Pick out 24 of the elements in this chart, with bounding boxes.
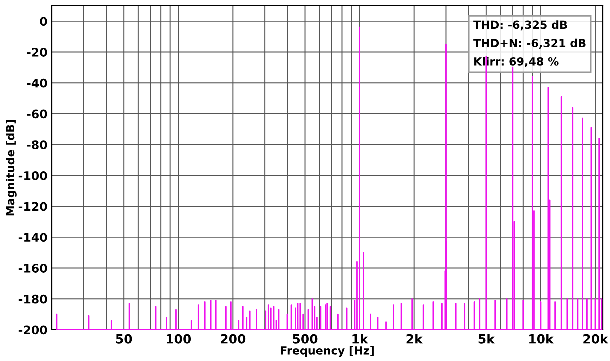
y-tick-label: -200	[18, 326, 48, 335]
y-tick-label: -180	[18, 294, 48, 304]
y-tick-label: -40	[27, 78, 48, 88]
x-tick-label: 20k	[584, 334, 609, 344]
y-tick-label: -80	[27, 140, 48, 150]
y-tick-label: -60	[27, 110, 48, 119]
y-tick-label: 0	[40, 17, 48, 26]
x-tick-label: 100	[166, 334, 192, 344]
x-tick-label: 10k	[530, 334, 554, 344]
y-tick-label: -120	[18, 202, 48, 212]
y-tick-label: -140	[18, 233, 48, 242]
x-tick-label: 50	[116, 334, 132, 344]
y-axis-title: Magnitude [dB]	[6, 120, 17, 216]
x-tick-label: 5k	[478, 334, 496, 344]
x-axis-title: Frequency [Hz]	[281, 346, 374, 358]
y-tick-label: -20	[27, 48, 48, 57]
annotation: THD: -6,325 dB	[474, 20, 568, 31]
x-tick-label: 2k	[406, 334, 424, 344]
x-tick-label: 200	[221, 334, 246, 344]
y-tick-label: -100	[18, 171, 48, 180]
y-tick-label: -160	[18, 264, 48, 273]
annotation: THD+N: -6,321 dB	[474, 38, 586, 49]
x-tick-label: 500	[293, 334, 318, 344]
x-tick-label: 1k	[352, 334, 369, 344]
